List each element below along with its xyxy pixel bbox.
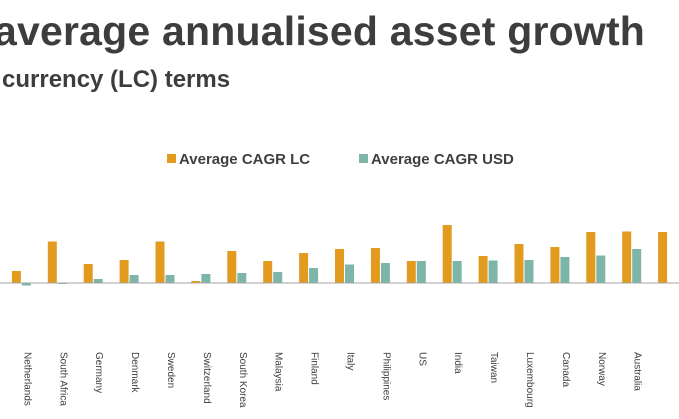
bar-average-cagr-lc-luxembourg <box>515 244 524 283</box>
bar-average-cagr-lc-norway <box>586 232 595 283</box>
bar-average-cagr-lc-italy <box>335 249 344 283</box>
tick-label-south-korea: South Korea <box>237 352 248 408</box>
bar-average-cagr-usd-india <box>453 261 462 283</box>
bar-average-cagr-usd-philippines <box>381 263 390 283</box>
bar-average-cagr-usd-malaysia <box>273 272 282 283</box>
tick-label-norway: Norway <box>596 352 607 386</box>
tick-label-luxembourg: Luxembourg <box>524 352 535 408</box>
tick-label-south-africa: South Africa <box>57 352 68 406</box>
bar-average-cagr-lc-netherlands <box>12 271 21 283</box>
tick-label-germany: Germany <box>93 352 104 393</box>
bar-average-cagr-usd-canada <box>560 257 569 283</box>
tick-label-taiwan: Taiwan <box>488 352 499 383</box>
bar-average-cagr-lc-south-africa <box>48 242 57 284</box>
bar-average-cagr-usd-germany <box>94 279 103 283</box>
bar-average-cagr-usd-south-korea <box>237 273 246 283</box>
legend-label-average-cagr-usd: Average CAGR USD <box>371 151 514 168</box>
bar-average-cagr-lc-india <box>443 225 452 283</box>
bar-average-cagr-lc-malaysia <box>263 261 272 283</box>
bar-average-cagr-lc-south-korea <box>227 251 236 283</box>
bar-average-cagr-lc-taiwan <box>479 256 488 283</box>
bar-average-cagr-usd-italy <box>345 265 354 284</box>
legend-label-average-cagr-lc: Average CAGR LC <box>179 151 310 168</box>
bar-average-cagr-usd-taiwan <box>489 261 498 284</box>
tick-label-italy: Italy <box>345 352 356 370</box>
tick-label-netherlands: Netherlands <box>21 352 32 406</box>
tick-label-us: US <box>416 352 427 366</box>
tick-label-denmark: Denmark <box>129 352 140 394</box>
bar-average-cagr-usd-luxembourg <box>525 260 534 283</box>
legend-swatch-average-cagr-lc <box>167 154 176 163</box>
tick-label-australia: Australia <box>632 352 643 391</box>
tick-label-sweden: Sweden <box>165 352 176 388</box>
bar-average-cagr-usd-switzerland <box>201 274 210 283</box>
bar-average-cagr-lc-us <box>407 261 416 283</box>
tick-label-canada: Canada <box>560 352 571 387</box>
bar-average-cagr-usd-sweden <box>166 275 175 283</box>
bar-average-cagr-lc-philippines <box>371 248 380 283</box>
bar-average-cagr-lc-canada <box>550 247 559 283</box>
tick-label-switzerland: Switzerland <box>201 352 212 404</box>
bar-average-cagr-usd-us <box>417 261 426 283</box>
tick-label-india: India <box>452 352 463 374</box>
bar-average-cagr-lc-sweden <box>156 242 165 284</box>
tick-label-philippines: Philippines <box>380 352 391 400</box>
bar-average-cagr-usd-finland <box>309 268 318 283</box>
bar-average-cagr-lc-germany <box>84 264 93 283</box>
bar-average-cagr-usd-norway <box>596 256 605 284</box>
bar-average-cagr-usd-australia <box>632 249 641 283</box>
bar-average-cagr-lc-denmark <box>120 260 129 283</box>
bar-average-cagr-lc-blank <box>658 232 667 283</box>
bar-average-cagr-lc-australia <box>622 232 631 284</box>
bar-chart: Average CAGR LCAverage CAGR USDColombiaN… <box>0 0 679 419</box>
bar-average-cagr-lc-finland <box>299 253 308 283</box>
tick-label-finland: Finland <box>309 352 320 385</box>
legend-swatch-average-cagr-usd <box>359 154 368 163</box>
tick-label-malaysia: Malaysia <box>273 352 284 392</box>
bar-average-cagr-usd-denmark <box>130 275 139 283</box>
